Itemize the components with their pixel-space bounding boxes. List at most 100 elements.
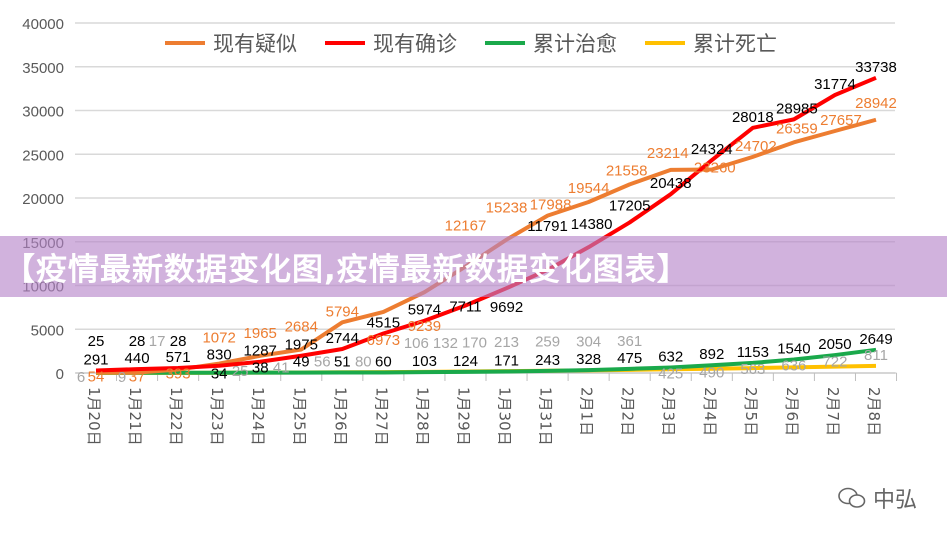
data-label: 21558 xyxy=(606,162,648,179)
data-label: 27657 xyxy=(820,112,862,129)
x-tick-label: 2月5日 xyxy=(742,387,760,436)
data-label: 490 xyxy=(699,365,724,382)
data-label: 31774 xyxy=(814,76,856,93)
data-label: 632 xyxy=(658,348,683,365)
data-label: 51 xyxy=(334,354,351,371)
y-tick-label: 5000 xyxy=(31,322,64,339)
data-label: 25 xyxy=(232,363,249,380)
data-label: 571 xyxy=(166,349,191,366)
y-tick-label: 30000 xyxy=(22,104,64,121)
data-label: 33738 xyxy=(855,59,897,76)
x-tick-label: 2月7日 xyxy=(824,387,842,436)
data-label: 304 xyxy=(576,333,601,350)
data-label: 28018 xyxy=(732,109,774,126)
data-label: 361 xyxy=(617,333,642,350)
data-label: 1975 xyxy=(285,337,318,354)
data-label: 213 xyxy=(494,334,519,351)
data-label: 1153 xyxy=(737,344,769,361)
x-tick-label: 1月26日 xyxy=(331,387,349,446)
data-label: 9 xyxy=(118,369,126,386)
data-label: 41 xyxy=(273,360,290,377)
data-label: 259 xyxy=(535,334,560,351)
data-label: 7711 xyxy=(449,299,481,316)
wechat-icon xyxy=(838,487,866,508)
data-label: 830 xyxy=(207,347,232,364)
data-label: 2649 xyxy=(859,331,892,348)
data-label: 124 xyxy=(453,353,478,370)
data-label: 1540 xyxy=(777,341,810,358)
legend-label: 累计死亡 xyxy=(693,32,777,56)
data-label: 28 xyxy=(129,333,146,350)
data-label: 132 xyxy=(433,335,458,352)
legend-label: 现有确诊 xyxy=(373,32,457,56)
data-label: 20438 xyxy=(650,175,692,192)
data-label: 9692 xyxy=(490,299,523,316)
data-label: 80 xyxy=(355,353,372,370)
data-label: 171 xyxy=(494,353,519,370)
data-label: 56 xyxy=(314,354,331,371)
y-tick-label: 40000 xyxy=(22,16,64,33)
data-label: 28 xyxy=(170,333,187,350)
data-label: 440 xyxy=(125,350,150,367)
data-label: 636 xyxy=(781,357,806,374)
x-tick-label: 1月30日 xyxy=(496,387,514,446)
x-tick-label: 1月31日 xyxy=(537,387,555,446)
x-tick-label: 2月4日 xyxy=(701,387,719,436)
data-label: 28985 xyxy=(776,100,818,117)
data-label: 12167 xyxy=(445,218,487,235)
x-tick-label: 2月6日 xyxy=(783,387,801,436)
x-tick-label: 1月29日 xyxy=(454,387,472,446)
series-line-2 xyxy=(95,347,877,375)
data-label: 28942 xyxy=(855,95,897,112)
x-tick-label: 1月23日 xyxy=(208,387,226,446)
data-label: 24324 xyxy=(691,141,733,158)
data-label: 1287 xyxy=(244,343,277,360)
data-label: 103 xyxy=(412,353,437,370)
data-label: 475 xyxy=(617,350,642,367)
banner-text: 【疫情最新数据变化图,疫情最新数据变化图表】 xyxy=(4,252,689,288)
x-tick-label: 2月8日 xyxy=(865,387,883,436)
x-tick-label: 1月28日 xyxy=(413,387,431,446)
data-label: 11791 xyxy=(527,218,568,235)
data-label: 1072 xyxy=(202,330,235,347)
x-tick-label: 1月25日 xyxy=(290,387,308,446)
data-label: 425 xyxy=(658,365,683,382)
data-label: 17205 xyxy=(609,197,651,214)
title-banner: 【疫情最新数据变化图,疫情最新数据变化图表】 xyxy=(0,236,947,297)
data-label: 14380 xyxy=(571,216,613,233)
data-label: 34 xyxy=(211,366,228,383)
data-label: 15238 xyxy=(486,200,528,217)
data-label: 2684 xyxy=(285,319,318,336)
data-label: 23260 xyxy=(694,159,736,176)
x-tick-label: 1月22日 xyxy=(167,387,185,446)
data-label: 5794 xyxy=(326,303,359,320)
data-label: 24702 xyxy=(735,138,777,155)
x-tick-label: 1月24日 xyxy=(249,387,267,446)
data-label: 37 xyxy=(129,369,146,386)
data-label: 393 xyxy=(166,366,191,383)
data-label: 2744 xyxy=(326,330,359,347)
x-tick-label: 1月21日 xyxy=(126,387,144,446)
data-label: 2050 xyxy=(818,336,851,353)
data-label: 892 xyxy=(699,346,724,363)
x-tick-label: 2月3日 xyxy=(660,387,678,436)
data-label: 243 xyxy=(535,352,560,369)
x-tick-label: 2月2日 xyxy=(619,387,637,436)
data-label: 811 xyxy=(864,347,888,364)
data-label: 49 xyxy=(293,354,310,371)
data-label: 9239 xyxy=(408,318,441,335)
data-label: 170 xyxy=(462,335,487,352)
x-tick-label: 1月27日 xyxy=(372,387,390,446)
x-tick-label: 2月1日 xyxy=(578,387,596,436)
data-label: 54 xyxy=(88,369,105,386)
y-tick-label: 25000 xyxy=(22,147,64,164)
y-tick-label: 0 xyxy=(56,366,64,383)
watermark: 中弘 xyxy=(837,482,917,514)
data-label: 291 xyxy=(83,351,108,368)
data-label: 25 xyxy=(88,333,105,350)
x-tick-label: 1月20日 xyxy=(85,387,103,446)
data-label: 60 xyxy=(375,353,392,370)
data-label: 106 xyxy=(404,335,429,352)
data-label: 26359 xyxy=(776,120,818,137)
